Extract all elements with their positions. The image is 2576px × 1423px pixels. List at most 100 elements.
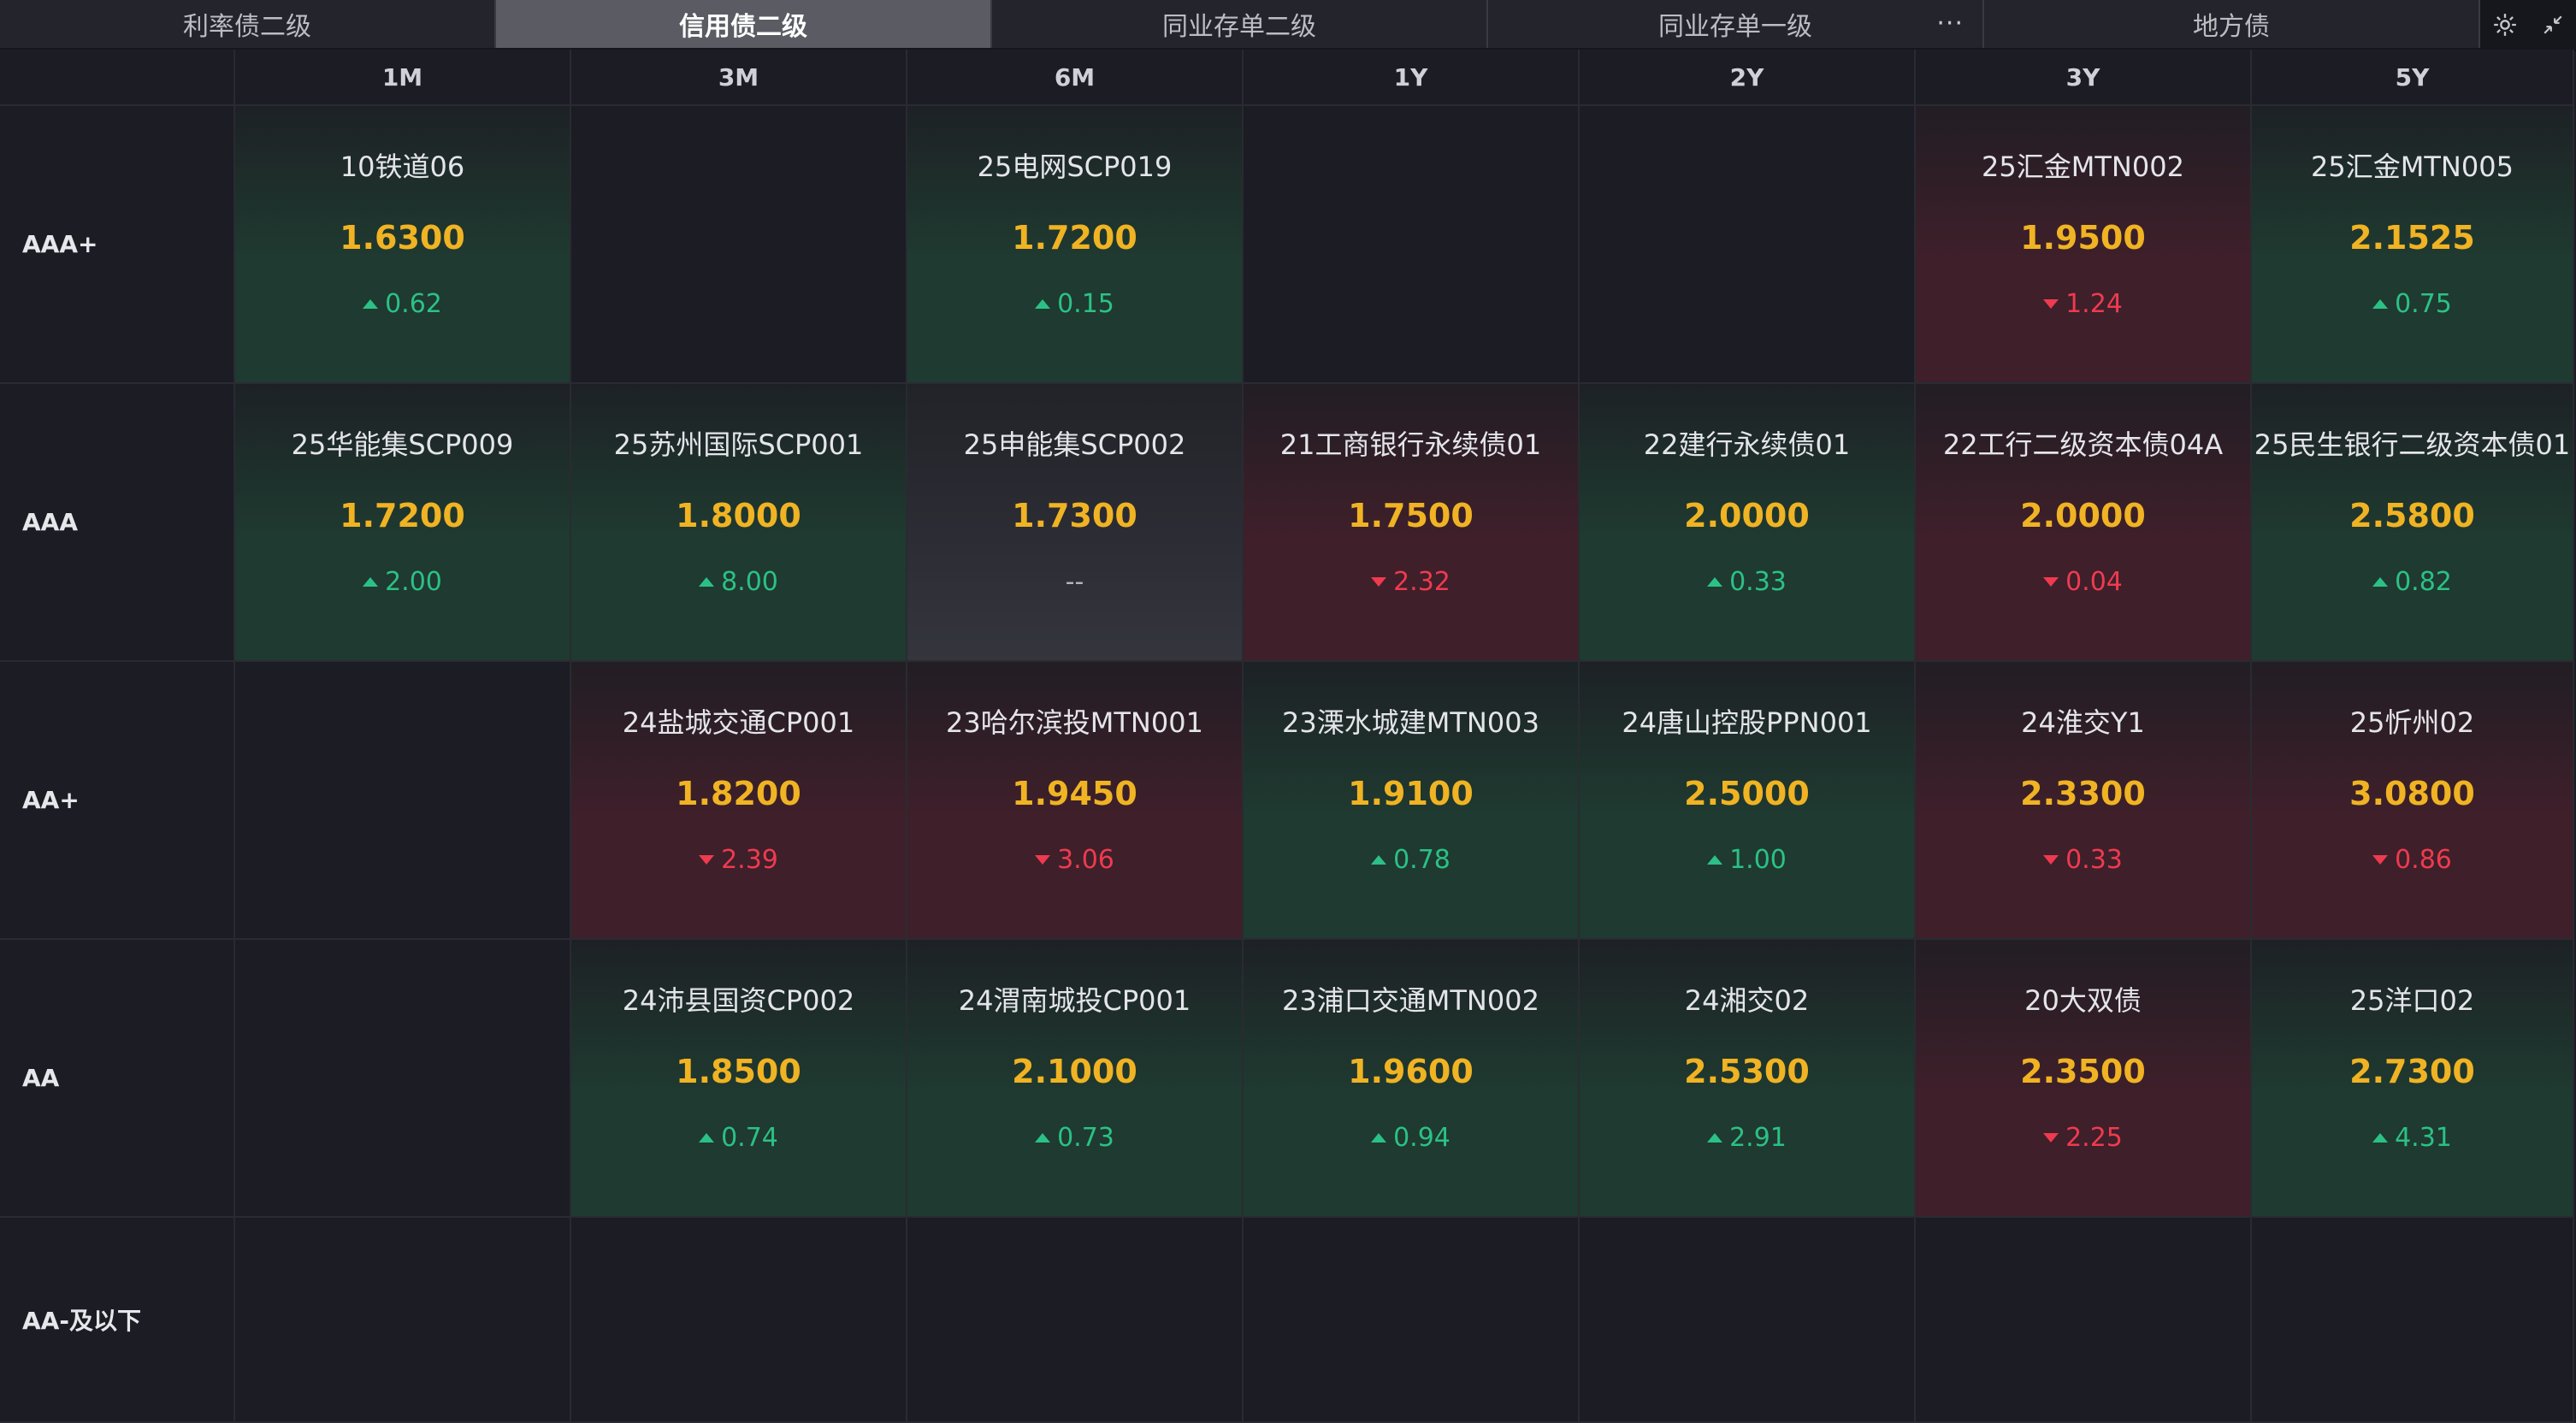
bond-change-value: 0.15 [1057,289,1114,319]
up-arrow-icon [1035,299,1051,309]
more-icon[interactable]: ··· [1936,9,1964,38]
bond-yield: 2.0000 [1684,497,1810,534]
row-label: AAA+ [0,106,235,384]
bond-yield: 1.8500 [676,1053,801,1090]
column-header-6M[interactable]: 6M [907,50,1244,106]
bond-change-value: 1.00 [1729,845,1787,875]
bond-cell[interactable]: 24沛县国资CP002 1.8500 0.74 [571,940,907,1218]
column-header-2Y[interactable]: 2Y [1580,50,1916,106]
down-arrow-icon [1371,577,1387,587]
shrink-icon[interactable] [2542,14,2564,36]
bond-cell[interactable]: 25洋口02 2.7300 4.31 [2252,940,2574,1218]
tab-0[interactable]: 利率债二级 [0,0,496,48]
column-header-5Y[interactable]: 5Y [2252,50,2574,106]
bond-yield: 2.7300 [2349,1053,2475,1090]
bond-cell[interactable]: 25民生银行二级资本债01 2.5800 0.82 [2252,384,2574,662]
bond-change: 0.74 [699,1123,778,1153]
down-arrow-icon [1035,855,1051,865]
up-arrow-icon [699,1133,715,1143]
up-arrow-icon [2372,299,2389,309]
bond-change: 0.73 [1035,1123,1114,1153]
column-header-1M[interactable]: 1M [235,50,571,106]
bond-yield: 1.7300 [1012,497,1137,534]
up-arrow-icon [363,577,379,587]
bond-change: 0.75 [2372,289,2452,319]
bond-cell[interactable]: 22建行永续债01 2.0000 0.33 [1580,384,1916,662]
bond-change: 0.33 [1707,567,1787,597]
bond-change: 2.39 [699,845,778,875]
bond-yield: 2.5300 [1684,1053,1810,1090]
empty-cell [1244,1218,1580,1423]
empty-cell [571,106,907,384]
tab-bar: 利率债二级 信用债二级 同业存单二级 同业存单一级 ··· 地方债 [0,0,2576,51]
bond-cell[interactable]: 23哈尔滨投MTN001 1.9450 3.06 [907,662,1244,940]
bond-yield: 1.7500 [1348,497,1474,534]
down-arrow-icon [2043,1133,2059,1143]
bond-change: 0.86 [2372,845,2452,875]
tab-2[interactable]: 同业存单二级 [992,0,1488,48]
bond-change-value: 0.86 [2395,845,2452,875]
bond-change: 0.94 [1371,1123,1450,1153]
bond-change: 2.00 [363,567,442,597]
bond-cell[interactable]: 25申能集SCP002 1.7300 -- [907,384,1244,662]
column-header-3M[interactable]: 3M [571,50,907,106]
gear-icon[interactable] [2493,13,2517,37]
up-arrow-icon [363,299,379,309]
bond-name: 24唐山控股PPN001 [1622,706,1872,739]
bond-name: 24淮交Y1 [2021,706,2145,739]
bond-yield: 2.1525 [2349,219,2475,257]
bond-cell[interactable]: 21工商银行永续债01 1.7500 2.32 [1244,384,1580,662]
bond-cell[interactable]: 24渭南城投CP001 2.1000 0.73 [907,940,1244,1218]
up-arrow-icon [1707,577,1723,587]
bond-cell[interactable]: 25忻州02 3.0800 0.86 [2252,662,2574,940]
column-header-3Y[interactable]: 3Y [1916,50,2252,106]
up-arrow-icon [2372,577,2389,587]
bond-cell[interactable]: 25华能集SCP009 1.7200 2.00 [235,384,571,662]
bond-yield: 1.8200 [676,775,801,812]
bond-cell[interactable]: 22工行二级资本债04A 2.0000 0.04 [1916,384,2252,662]
bond-yield: 1.9100 [1348,775,1474,812]
bond-name: 10铁道06 [340,151,465,183]
column-header-1Y[interactable]: 1Y [1244,50,1580,106]
bond-change: 0.82 [2372,567,2452,597]
bond-change-value: 2.32 [1393,567,1450,597]
bond-cell[interactable]: 20大双债 2.3500 2.25 [1916,940,2252,1218]
bond-change-value: 0.75 [2395,289,2452,319]
bond-name: 23溧水城建MTN003 [1282,706,1539,739]
bond-change: 4.31 [2372,1123,2452,1153]
bond-change-value: 2.39 [721,845,778,875]
bond-change: 1.24 [2043,289,2123,319]
bond-cell[interactable]: 23浦口交通MTN002 1.9600 0.94 [1244,940,1580,1218]
tab-1[interactable]: 信用债二级 [496,0,992,48]
bond-name: 22工行二级资本债04A [1942,428,2224,461]
tab-4[interactable]: 地方债 [1984,0,2480,48]
bond-cell[interactable]: 25汇金MTN002 1.9500 1.24 [1916,106,2252,384]
bond-cell[interactable]: 24唐山控股PPN001 2.5000 1.00 [1580,662,1916,940]
bond-cell[interactable]: 10铁道06 1.6300 0.62 [235,106,571,384]
bond-name: 23哈尔滨投MTN001 [946,706,1203,739]
bond-name: 25苏州国际SCP001 [613,428,864,461]
bond-name: 25忻州02 [2349,706,2475,739]
tab-3[interactable]: 同业存单一级 ··· [1488,0,1984,48]
tab-label: 地方债 [2193,12,2270,42]
bond-cell[interactable]: 24湘交02 2.5300 2.91 [1580,940,1916,1218]
bond-change: 0.78 [1371,845,1450,875]
empty-cell [2252,1218,2574,1423]
bond-change-value: 0.94 [1393,1123,1450,1153]
bond-cell[interactable]: 24淮交Y1 2.3300 0.33 [1916,662,2252,940]
bond-change: 0.04 [2043,567,2123,597]
empty-cell [1916,1218,2252,1423]
bond-change-value: 0.74 [721,1123,778,1153]
bond-cell[interactable]: 25电网SCP019 1.7200 0.15 [907,106,1244,384]
bond-change-value: 8.00 [721,567,778,597]
bond-change-value: 2.25 [2065,1123,2123,1153]
up-arrow-icon [2372,1133,2389,1143]
bond-yield: 1.9500 [2020,219,2146,257]
bond-cell[interactable]: 24盐城交通CP001 1.8200 2.39 [571,662,907,940]
bond-cell[interactable]: 23溧水城建MTN003 1.9100 0.78 [1244,662,1580,940]
bond-change-value: 2.91 [1729,1123,1787,1153]
bond-cell[interactable]: 25苏州国际SCP001 1.8000 8.00 [571,384,907,662]
credit-bond-grid: 1M 3M 6M 1Y 2Y 3Y 5Y AAA+ 10铁道06 1.6300 0.62 25电网SC… [0,50,2576,1423]
bond-yield: 1.9450 [1012,775,1137,812]
bond-cell[interactable]: 25汇金MTN005 2.1525 0.75 [2252,106,2574,384]
